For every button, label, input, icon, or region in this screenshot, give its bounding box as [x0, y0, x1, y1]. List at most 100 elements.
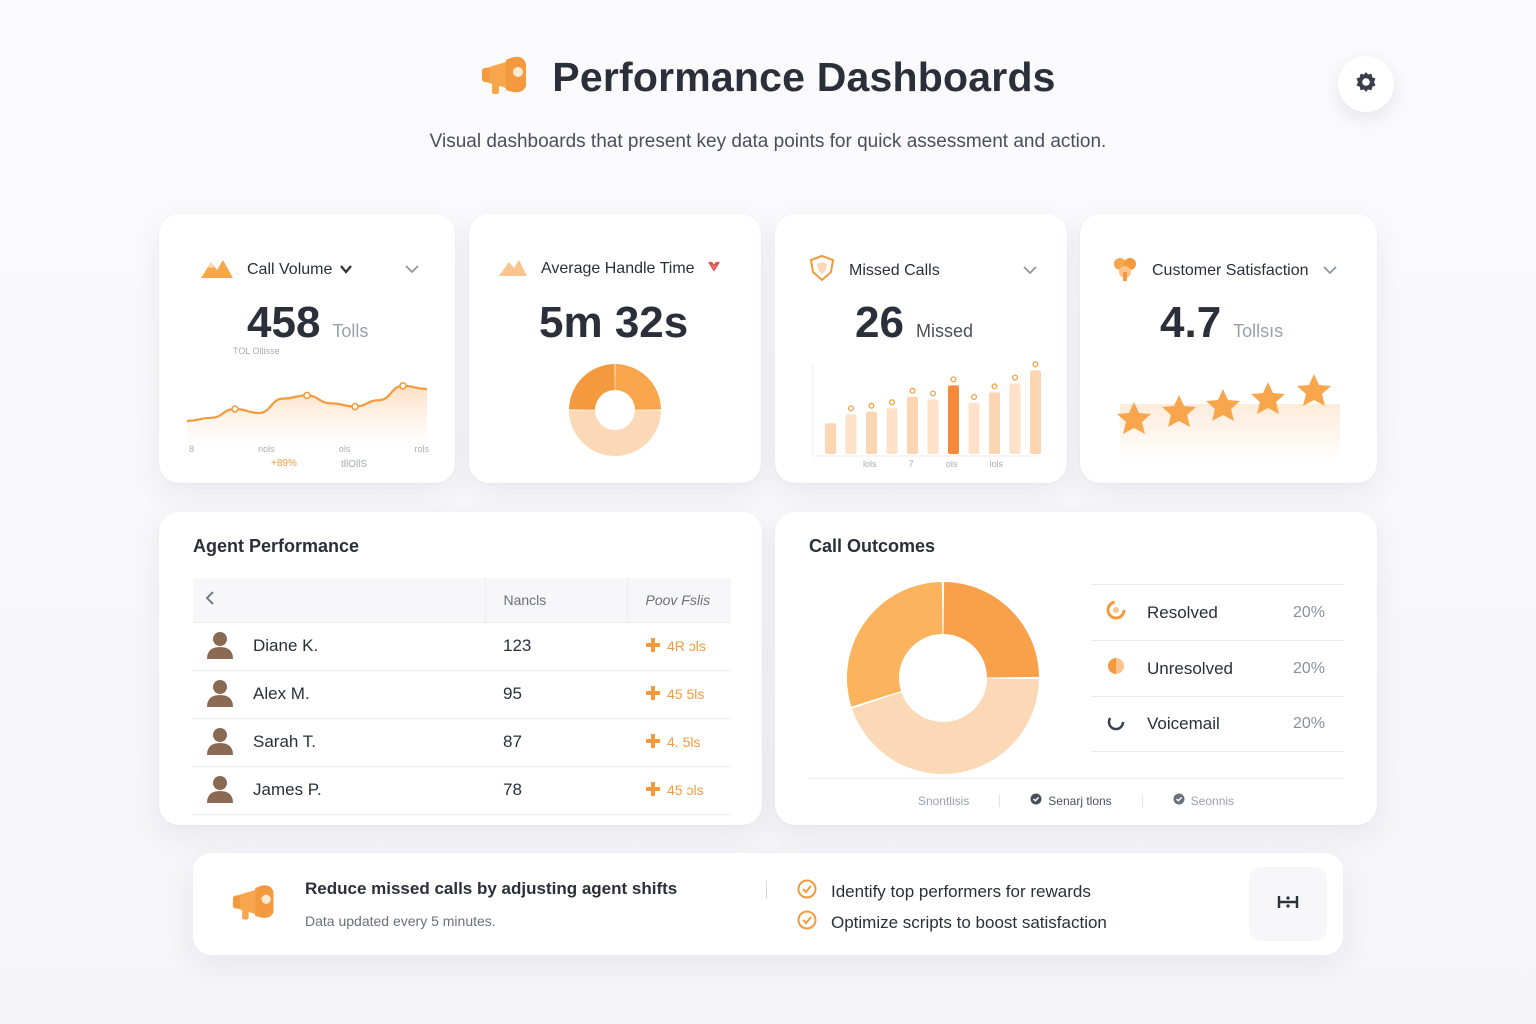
- star-icon: [1117, 402, 1151, 434]
- missed-calls-card: Missed Calls 26 Missed lols 7 ols lols: [775, 214, 1067, 483]
- star-icon: [1251, 382, 1285, 414]
- star-icon: [1297, 374, 1331, 406]
- check-circle-icon: [797, 879, 817, 904]
- table-row[interactable]: Alex M. 95 45 5ls: [193, 670, 731, 719]
- agent-name: James P.: [253, 780, 322, 799]
- check-circle-icon: [797, 910, 817, 935]
- chevron-down-icon[interactable]: [1023, 262, 1037, 280]
- agent-rating-cell: 45 ɔls: [627, 766, 731, 815]
- trend-point: [399, 381, 407, 390]
- gear-icon: [1354, 70, 1378, 99]
- tick-label: ols: [338, 444, 351, 454]
- bar-marker: [929, 390, 936, 397]
- outcome-list: Resolved 20% Unresolved 20% Voicemail 20…: [1091, 584, 1343, 752]
- satisfaction-header: Customer Satisfaction: [1110, 254, 1347, 287]
- missed-calls-value: 26: [855, 298, 904, 347]
- call-outcomes-donut: [847, 582, 1039, 774]
- missed-calls-bar-chart: [812, 361, 1041, 457]
- chevron-down-icon[interactable]: [1322, 262, 1337, 280]
- column-header[interactable]: Poov Fslis: [627, 578, 731, 623]
- bar: [886, 408, 898, 454]
- outcome-percent: 20%: [1292, 659, 1325, 677]
- donut-slice: [852, 678, 1039, 774]
- legend-item[interactable]: Senarj tlons: [1030, 793, 1112, 808]
- voicemail-icon: [1105, 711, 1127, 738]
- check-circle-icon: [1173, 793, 1185, 808]
- mountain-icon: [497, 254, 529, 283]
- bar: [866, 411, 877, 454]
- avatar: [205, 725, 235, 760]
- legend-label: Senarj tlons: [1048, 793, 1112, 808]
- star-icon: [1162, 395, 1196, 427]
- bar: [845, 414, 857, 454]
- missed-calls-label: Missed Calls: [849, 261, 940, 279]
- legend-item[interactable]: Snontlisis: [918, 794, 969, 808]
- agent-table: Nancls Poov Fslis Diane K. 123 4R ɔls Alex …: [193, 578, 731, 815]
- agent-cell: James P.: [193, 766, 485, 815]
- check-circle-icon: [1030, 793, 1042, 808]
- insight-headline: Reduce missed calls by adjusting agent s…: [305, 879, 678, 898]
- donut-slice: [847, 582, 943, 707]
- recommendation-text: Optimize scripts to boost satisfaction: [831, 912, 1107, 932]
- outcome-name: Resolved: [1147, 602, 1218, 622]
- agent-rating: 45 ɔls: [667, 782, 704, 798]
- call-volume-trend-chart: [186, 381, 428, 451]
- bar-marker: [888, 399, 895, 406]
- bar-marker: [909, 387, 916, 394]
- star-icon: [1206, 389, 1240, 421]
- avatar: [205, 629, 235, 664]
- trend-point: [351, 402, 359, 411]
- handle-time-donut: [569, 364, 661, 457]
- missed-calls-value-row: 26 Missed: [855, 298, 973, 348]
- legend-item[interactable]: Seonnis: [1173, 793, 1234, 808]
- outcome-legend: Snontlisis Senarj tlons Seonnis: [809, 778, 1343, 808]
- legend-divider: [1141, 794, 1143, 807]
- avatar: [205, 773, 235, 808]
- agent-calls: 95: [485, 670, 627, 719]
- outcome-percent: 20%: [1292, 603, 1325, 621]
- table-row[interactable]: Sarah T. 87 4. 5ls: [193, 718, 731, 767]
- agent-calls: 78: [485, 766, 627, 815]
- megaphone-icon: [480, 50, 534, 105]
- donut-slice: [569, 410, 661, 457]
- agent-rating: 4R ɔls: [667, 638, 706, 654]
- bar-marker: [1032, 361, 1039, 368]
- handle-time-header: Average Handle Time: [497, 254, 725, 283]
- column-header[interactable]: Nancls: [485, 578, 628, 623]
- bar: [1009, 383, 1021, 454]
- call-volume-card: Call Volume 458 Tolls TOL Ollisse 8 nols…: [159, 214, 455, 483]
- handle-time-value: 5m 32s: [539, 298, 689, 347]
- satisfaction-unit: Tollsıs: [1233, 321, 1284, 341]
- heart-arrow-icon[interactable]: [707, 259, 721, 278]
- outcome-row-voicemail[interactable]: Voicemail 20%: [1091, 696, 1343, 752]
- call-volume-ticks: 8 nols ols rols: [189, 444, 429, 454]
- outcome-row-resolved[interactable]: Resolved 20%: [1091, 584, 1343, 640]
- handle-time-label: Average Handle Time: [541, 259, 695, 277]
- plus-icon: [645, 685, 661, 704]
- missed-calls-ticks: lols 7 ols lols: [863, 459, 1003, 469]
- outcome-row-unresolved[interactable]: Unresolved 20%: [1091, 640, 1343, 696]
- settings-button[interactable]: [1338, 56, 1394, 112]
- chevron-down-icon[interactable]: [405, 261, 419, 279]
- bar-marker: [950, 376, 957, 383]
- caret-down-icon[interactable]: [340, 261, 353, 279]
- table-row[interactable]: James P. 78 45 ɔls: [193, 766, 731, 815]
- tick-label: nols: [258, 444, 275, 454]
- call-volume-header: Call Volume: [199, 254, 419, 285]
- legend-divider: [999, 794, 1001, 807]
- call-outcomes-card: Call Outcomes Resolved 20% Unresolved 20…: [775, 512, 1377, 825]
- satisfaction-value-row: 4.7 Tollsıs: [1160, 298, 1283, 348]
- bar: [907, 396, 918, 454]
- table-row[interactable]: Diane K. 123 4R ɔls: [193, 622, 731, 671]
- agent-cell: Diane K.: [193, 622, 485, 671]
- expand-button[interactable]: [1249, 867, 1327, 941]
- missed-calls-header: Missed Calls: [807, 254, 1037, 287]
- agent-name: Sarah T.: [253, 732, 317, 751]
- call-volume-unit: Tolls: [332, 321, 369, 341]
- chevron-left-icon[interactable]: [205, 591, 215, 609]
- agent-rating-cell: 4. 5ls: [627, 718, 731, 767]
- insight-divider: [766, 881, 767, 899]
- expand-horizontal-icon: [1276, 893, 1300, 916]
- page-header: Performance Dashboards Visual dashboards…: [0, 50, 1536, 153]
- outcome-percent: 20%: [1292, 715, 1325, 732]
